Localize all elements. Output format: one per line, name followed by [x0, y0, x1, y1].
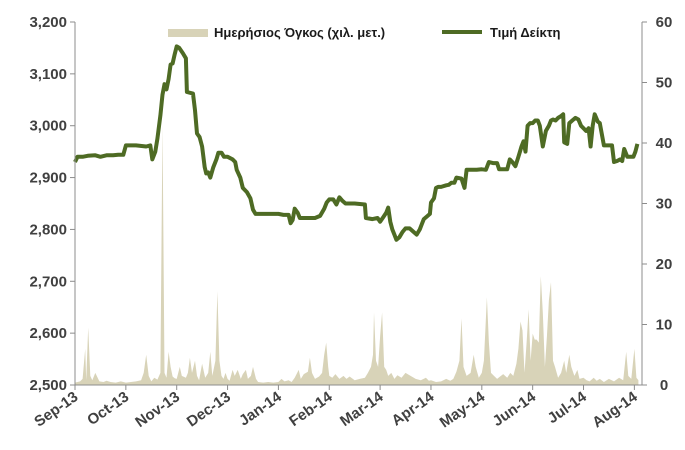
x-tick-label: Jan-14 — [236, 388, 285, 430]
volume-area-layer — [75, 124, 639, 386]
left-tick-label: 3,000 — [29, 118, 67, 135]
left-tick-label: 3,100 — [29, 66, 67, 83]
left-axis-ticks: 2,500 2,600 2,700 2,800 2,900 3,000 3,100 3,200 — [29, 14, 75, 394]
right-tick-label: 10 — [656, 317, 673, 334]
left-tick-label: 2,500 — [29, 377, 67, 394]
left-tick-label: 2,800 — [29, 221, 67, 238]
right-tick-label: 60 — [656, 14, 673, 31]
legend-label-volume: Ημερήσιος Όγκος (χιλ. μετ.) — [214, 25, 385, 40]
x-tick-label: Aug-14 — [589, 388, 641, 431]
x-tick-label: Nov-13 — [132, 388, 183, 431]
right-tick-label: 30 — [656, 196, 673, 213]
x-tick-label: May-14 — [437, 388, 489, 431]
x-tick-label: Jun-14 — [490, 388, 540, 430]
index-line-layer — [73, 44, 640, 242]
index-line — [73, 44, 640, 242]
volume-area — [75, 124, 639, 386]
right-tick-label: 40 — [656, 135, 673, 152]
right-tick-label: 0 — [660, 377, 668, 394]
left-tick-label: 2,600 — [29, 325, 67, 342]
left-tick-label: 2,900 — [29, 170, 67, 187]
right-tick-label: 50 — [656, 75, 673, 92]
right-axis-ticks: 0 10 20 30 40 50 60 — [642, 14, 672, 394]
x-tick-label: Oct-13 — [84, 388, 132, 429]
left-tick-label: 3,200 — [29, 14, 67, 31]
x-tick-label: Feb-14 — [286, 388, 336, 430]
x-tick-label: Jul-14 — [545, 388, 591, 427]
x-tick-label: Dec-13 — [184, 388, 234, 430]
left-tick-label: 2,700 — [29, 273, 67, 290]
chart-legend: Ημερήσιος Όγκος (χιλ. μετ.) Τιμή Δείκτη — [168, 25, 561, 40]
x-tick-label: Mar-14 — [337, 388, 387, 430]
legend-swatch-volume — [168, 29, 208, 37]
legend-label-index: Τιμή Δείκτη — [490, 25, 561, 40]
x-axis-ticks: Sep-13 Oct-13 Nov-13 Dec-13 Jan-14 Feb-14 Mar-… — [31, 385, 641, 431]
x-tick-label: Apr-14 — [389, 388, 438, 430]
right-tick-label: 20 — [656, 256, 673, 273]
x-tick-label: Sep-13 — [31, 388, 81, 430]
